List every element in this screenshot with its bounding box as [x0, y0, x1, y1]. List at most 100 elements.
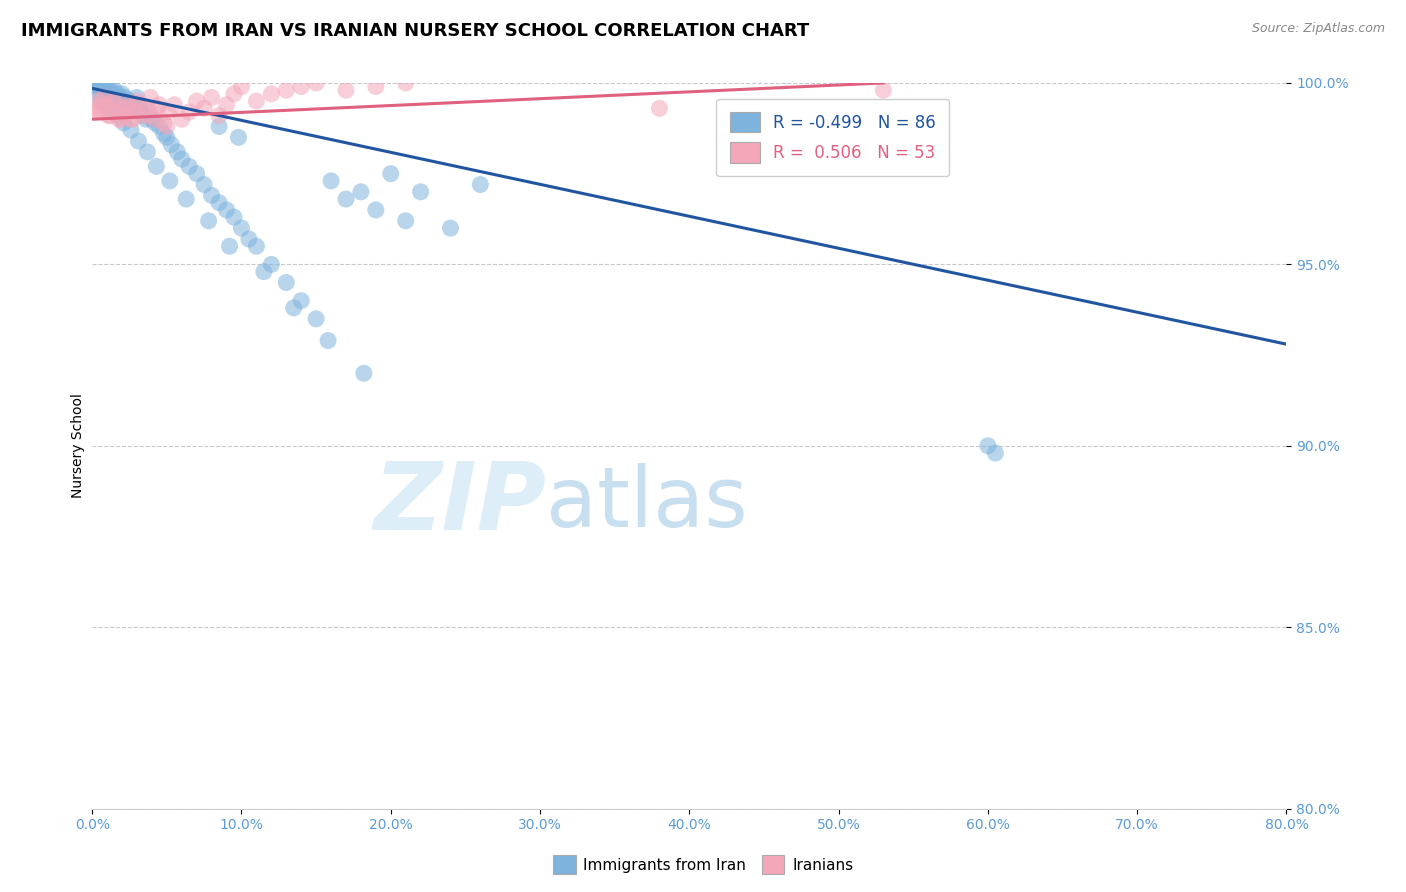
- Point: [153, 127, 176, 141]
- Point: [156, 130, 179, 145]
- Point: [146, 101, 169, 115]
- Text: Source: ZipAtlas.com: Source: ZipAtlas.com: [1251, 22, 1385, 36]
- Point: [290, 79, 312, 94]
- Point: [179, 105, 201, 120]
- Point: [105, 105, 128, 120]
- Point: [84, 79, 107, 94]
- Point: [153, 116, 176, 130]
- Point: [93, 76, 115, 90]
- Point: [222, 87, 245, 101]
- Point: [107, 109, 129, 123]
- Point: [260, 257, 283, 271]
- Point: [208, 120, 231, 134]
- Point: [111, 87, 134, 101]
- Point: [97, 87, 120, 101]
- Point: [127, 134, 149, 148]
- Point: [121, 97, 143, 112]
- Point: [228, 130, 250, 145]
- Point: [91, 97, 114, 112]
- Point: [115, 101, 138, 115]
- Text: IMMIGRANTS FROM IRAN VS IRANIAN NURSERY SCHOOL CORRELATION CHART: IMMIGRANTS FROM IRAN VS IRANIAN NURSERY …: [21, 22, 810, 40]
- Point: [135, 101, 157, 115]
- Point: [364, 202, 387, 217]
- Point: [120, 112, 142, 127]
- Point: [115, 97, 138, 112]
- Point: [283, 301, 305, 315]
- Point: [136, 145, 159, 159]
- Point: [90, 83, 112, 97]
- Point: [100, 101, 122, 115]
- Point: [208, 109, 231, 123]
- Point: [238, 232, 260, 246]
- Point: [409, 185, 432, 199]
- Point: [170, 112, 193, 127]
- Y-axis label: Nursery School: Nursery School: [72, 393, 86, 499]
- Point: [439, 221, 461, 235]
- Point: [121, 112, 143, 127]
- Point: [108, 112, 131, 127]
- Text: ZIP: ZIP: [373, 458, 546, 549]
- Legend: R = -0.499   N = 86, R =  0.506   N = 53: R = -0.499 N = 86, R = 0.506 N = 53: [716, 98, 949, 176]
- Point: [89, 76, 111, 90]
- Point: [97, 109, 120, 123]
- Point: [215, 202, 238, 217]
- Point: [148, 120, 170, 134]
- Point: [977, 439, 1000, 453]
- Point: [132, 109, 155, 123]
- Point: [186, 94, 208, 108]
- Text: atlas: atlas: [546, 463, 748, 544]
- Point: [350, 185, 373, 199]
- Point: [125, 94, 148, 108]
- Point: [319, 174, 342, 188]
- Point: [174, 192, 197, 206]
- Point: [129, 97, 152, 112]
- Point: [159, 174, 181, 188]
- Point: [87, 76, 110, 90]
- Point: [395, 214, 418, 228]
- Point: [94, 97, 117, 112]
- Point: [120, 123, 142, 137]
- Point: [114, 109, 136, 123]
- Point: [138, 105, 160, 120]
- Point: [197, 214, 219, 228]
- Point: [118, 94, 141, 108]
- Point: [120, 101, 142, 115]
- Point: [335, 83, 357, 97]
- Point: [131, 109, 153, 123]
- Point: [160, 137, 183, 152]
- Point: [157, 105, 180, 120]
- Point: [193, 178, 215, 192]
- Point: [380, 167, 402, 181]
- Point: [107, 87, 129, 101]
- Point: [143, 112, 166, 127]
- Point: [122, 105, 145, 120]
- Point: [260, 87, 283, 101]
- Point: [114, 90, 136, 104]
- Point: [290, 293, 312, 308]
- Point: [215, 97, 238, 112]
- Point: [135, 112, 157, 127]
- Point: [245, 94, 267, 108]
- Point: [179, 160, 201, 174]
- Point: [105, 90, 128, 104]
- Point: [364, 79, 387, 94]
- Point: [305, 311, 328, 326]
- Point: [87, 87, 110, 101]
- Point: [103, 94, 125, 108]
- Point: [156, 120, 179, 134]
- Point: [872, 83, 894, 97]
- Point: [170, 152, 193, 166]
- Point: [117, 97, 139, 112]
- Point: [316, 334, 339, 348]
- Point: [124, 97, 146, 112]
- Point: [245, 239, 267, 253]
- Point: [470, 178, 492, 192]
- Point: [100, 90, 122, 104]
- Point: [222, 210, 245, 224]
- Point: [201, 90, 224, 104]
- Point: [231, 79, 253, 94]
- Point: [148, 97, 170, 112]
- Point: [276, 276, 298, 290]
- Point: [98, 83, 121, 97]
- Point: [112, 116, 135, 130]
